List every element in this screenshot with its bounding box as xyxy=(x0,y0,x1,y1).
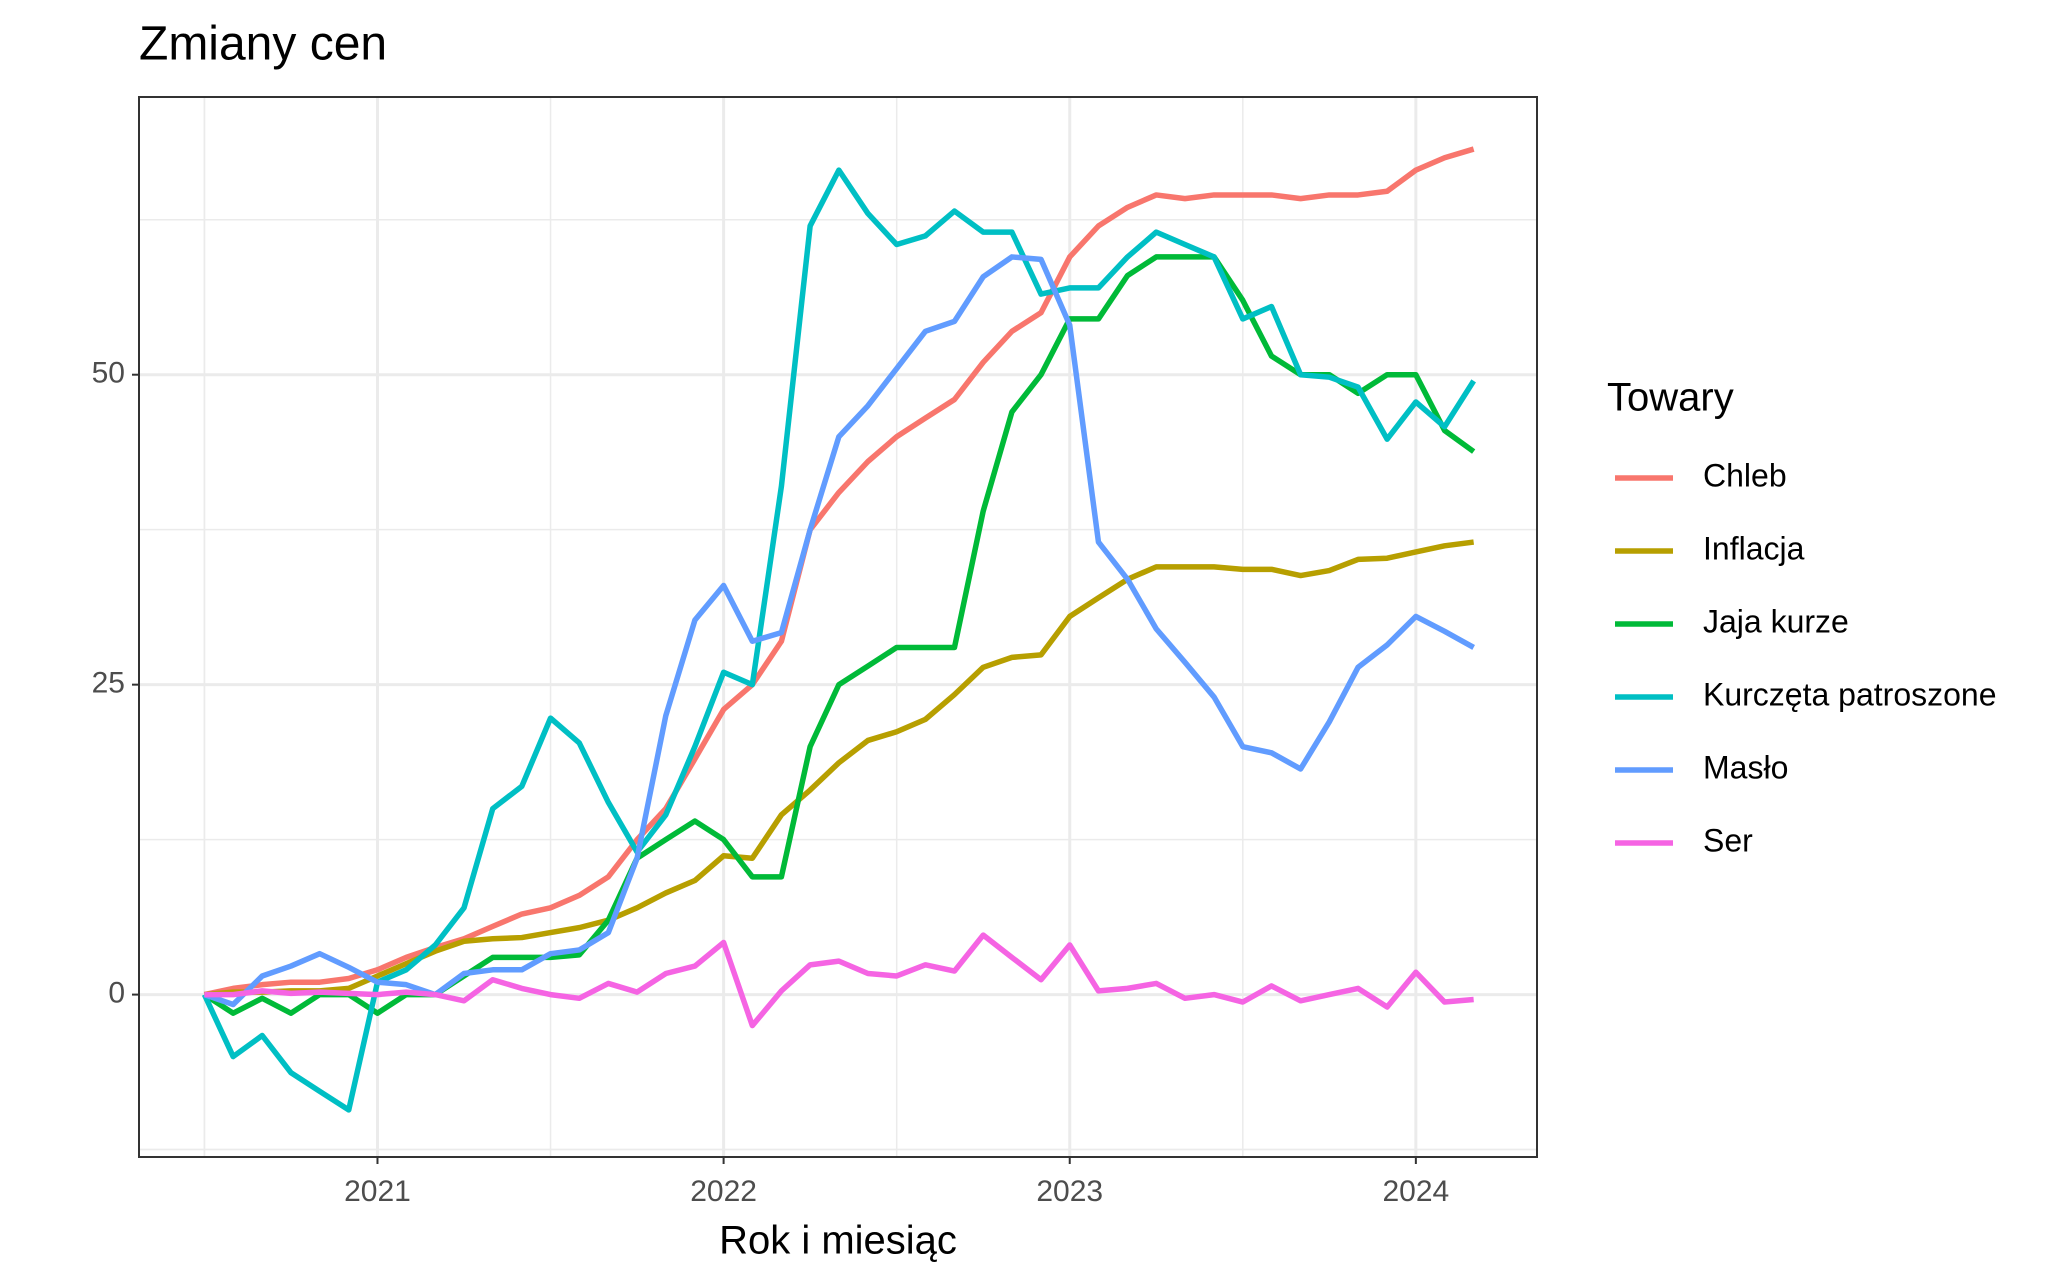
panel xyxy=(139,97,1537,1157)
legend-label: Masło xyxy=(1703,749,1788,785)
x-tick-label: 2021 xyxy=(344,1175,411,1208)
chart-title: Zmiany cen xyxy=(139,18,387,71)
legend-label: Jaja kurze xyxy=(1703,603,1849,639)
y-tick-label: 0 xyxy=(108,977,125,1010)
x-tick-label: 2024 xyxy=(1382,1175,1449,1208)
panel-border xyxy=(138,96,1538,1158)
x-axis-label: Rok i miesiąc xyxy=(719,1219,957,1263)
legend-label: Ser xyxy=(1703,822,1753,858)
legend-title: Towary xyxy=(1607,376,1734,420)
line xyxy=(204,932,1474,1029)
line xyxy=(203,146,1475,998)
legend-label: Inflacja xyxy=(1703,530,1805,566)
legend-label: Chleb xyxy=(1703,457,1787,493)
y-tick-label: 25 xyxy=(92,667,125,700)
y-tick-label: 50 xyxy=(92,357,125,390)
line xyxy=(203,254,1475,1008)
x-tick-label: 2022 xyxy=(690,1175,757,1208)
legend-label: Kurczęta patroszone xyxy=(1703,676,1997,712)
line xyxy=(201,167,1476,1113)
x-tick-label: 2023 xyxy=(1036,1175,1103,1208)
